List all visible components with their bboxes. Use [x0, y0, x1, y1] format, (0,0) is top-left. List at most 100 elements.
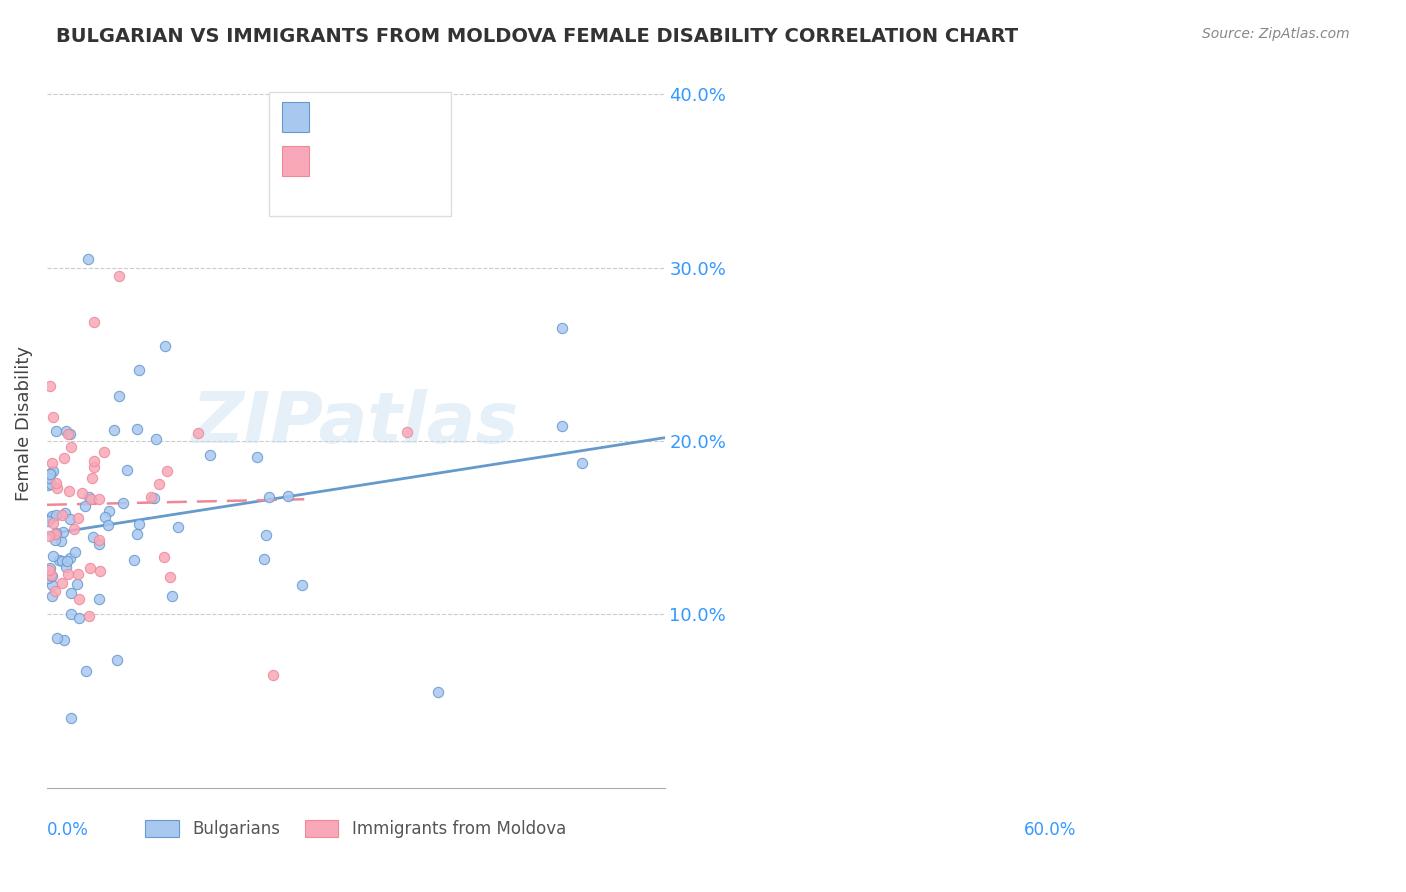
Point	[108, 269, 131, 284]
Point	[79, 490, 101, 504]
Point	[246, 450, 269, 464]
Point	[105, 653, 128, 667]
Point	[37, 478, 59, 492]
Point	[51, 525, 73, 540]
Point	[77, 609, 100, 624]
Point	[44, 527, 66, 541]
Point	[141, 490, 163, 504]
Point	[51, 554, 73, 568]
Point	[108, 389, 131, 403]
Point	[187, 426, 209, 441]
Point	[63, 545, 86, 559]
Point	[89, 564, 111, 578]
Text: 60.0%: 60.0%	[1024, 821, 1077, 838]
Point	[67, 567, 90, 582]
Point	[252, 552, 274, 566]
Point	[59, 586, 82, 600]
Point	[97, 503, 120, 517]
Point	[262, 668, 284, 682]
Point	[42, 516, 65, 530]
Point	[65, 577, 87, 591]
Point	[37, 514, 59, 528]
Point	[41, 549, 63, 563]
Point	[55, 506, 77, 520]
Point	[41, 568, 63, 582]
Point	[59, 551, 82, 566]
Point	[396, 425, 419, 440]
Point	[39, 511, 62, 525]
Y-axis label: Female Disability: Female Disability	[15, 346, 32, 501]
Point	[128, 517, 150, 532]
Bar	[281, 145, 309, 176]
Point	[125, 422, 148, 436]
Point	[55, 560, 77, 574]
Point	[152, 550, 174, 565]
Bar	[281, 102, 309, 132]
Point	[41, 578, 63, 592]
Point	[79, 560, 101, 574]
Point	[159, 569, 181, 583]
Point	[155, 464, 177, 478]
Point	[257, 490, 280, 504]
Point	[94, 510, 117, 524]
Point	[60, 441, 83, 455]
Point	[67, 511, 90, 525]
Point	[89, 491, 111, 506]
Point	[67, 592, 90, 607]
Point	[52, 451, 75, 466]
Point	[62, 522, 84, 536]
Point	[89, 592, 111, 607]
Point	[56, 567, 79, 582]
Point	[58, 483, 80, 498]
Point	[51, 508, 73, 522]
Point	[59, 512, 82, 526]
Point	[97, 517, 120, 532]
Text: BULGARIAN VS IMMIGRANTS FROM MOLDOVA FEMALE DISABILITY CORRELATION CHART: BULGARIAN VS IMMIGRANTS FROM MOLDOVA FEM…	[56, 27, 1018, 45]
Point	[60, 711, 83, 725]
Point	[45, 527, 67, 541]
Point	[198, 448, 221, 462]
Point	[45, 631, 67, 645]
Point	[277, 489, 299, 503]
Point	[103, 424, 125, 438]
Point	[427, 685, 450, 699]
Point	[59, 607, 82, 621]
Point	[38, 471, 60, 485]
Point	[82, 530, 104, 544]
Legend: Bulgarians, Immigrants from Moldova: Bulgarians, Immigrants from Moldova	[139, 814, 572, 845]
Point	[550, 321, 572, 335]
Point	[160, 590, 183, 604]
Point	[48, 553, 70, 567]
Point	[290, 578, 312, 592]
Point	[39, 467, 62, 481]
Point	[148, 477, 170, 491]
Text: ZIPatlas: ZIPatlas	[193, 389, 519, 458]
Point	[51, 576, 73, 591]
Point	[41, 508, 63, 523]
Point	[80, 491, 103, 506]
Point	[42, 464, 65, 478]
Point	[45, 425, 67, 439]
Point	[83, 454, 105, 468]
Point	[41, 409, 63, 424]
Point	[39, 561, 62, 575]
Point	[550, 418, 572, 433]
Point	[53, 632, 76, 647]
Point	[37, 570, 59, 584]
Point	[39, 477, 62, 491]
Point	[87, 537, 110, 551]
Point	[67, 611, 90, 625]
Point	[143, 491, 166, 505]
Point	[41, 456, 63, 470]
Point	[125, 527, 148, 541]
Point	[55, 424, 77, 438]
Point	[122, 553, 145, 567]
Point	[145, 433, 167, 447]
Text: 0.0%: 0.0%	[46, 821, 89, 838]
Text: R = 0.120: R = 0.120	[321, 151, 411, 169]
Point	[44, 584, 66, 599]
Point	[76, 665, 98, 679]
Point	[571, 456, 593, 470]
Point	[80, 471, 103, 485]
Point	[44, 533, 66, 547]
